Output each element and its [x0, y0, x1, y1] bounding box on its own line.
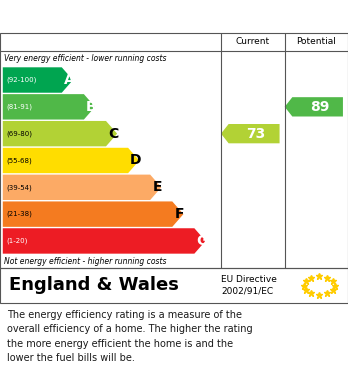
Text: E: E	[153, 180, 162, 194]
Text: (1-20): (1-20)	[6, 238, 27, 244]
Text: (69-80): (69-80)	[6, 131, 32, 137]
Text: D: D	[129, 154, 141, 167]
Polygon shape	[3, 94, 95, 120]
Polygon shape	[3, 175, 161, 200]
Polygon shape	[3, 121, 117, 146]
Polygon shape	[285, 97, 343, 117]
Text: C: C	[108, 127, 118, 141]
Polygon shape	[3, 201, 183, 227]
Text: EU Directive
2002/91/EC: EU Directive 2002/91/EC	[221, 275, 277, 296]
Text: (21-38): (21-38)	[6, 211, 32, 217]
Polygon shape	[221, 124, 279, 143]
Text: 89: 89	[310, 100, 329, 114]
Text: F: F	[175, 207, 184, 221]
Text: The energy efficiency rating is a measure of the
overall efficiency of a home. T: The energy efficiency rating is a measur…	[7, 310, 253, 363]
Text: (81-91): (81-91)	[6, 104, 32, 110]
Polygon shape	[3, 148, 139, 173]
Text: A: A	[64, 73, 74, 87]
Text: G: G	[196, 234, 207, 248]
Text: England & Wales: England & Wales	[9, 276, 179, 294]
Text: B: B	[86, 100, 96, 114]
Text: Not energy efficient - higher running costs: Not energy efficient - higher running co…	[4, 256, 167, 266]
Polygon shape	[3, 67, 73, 93]
Text: Very energy efficient - lower running costs: Very energy efficient - lower running co…	[4, 54, 167, 63]
Text: Current: Current	[236, 37, 270, 46]
Text: 73: 73	[246, 127, 266, 141]
Text: Potential: Potential	[296, 37, 336, 46]
Text: (92-100): (92-100)	[6, 77, 37, 83]
Polygon shape	[3, 228, 206, 254]
Text: (39-54): (39-54)	[6, 184, 32, 190]
Text: Energy Efficiency Rating: Energy Efficiency Rating	[9, 9, 219, 24]
Text: (55-68): (55-68)	[6, 157, 32, 164]
